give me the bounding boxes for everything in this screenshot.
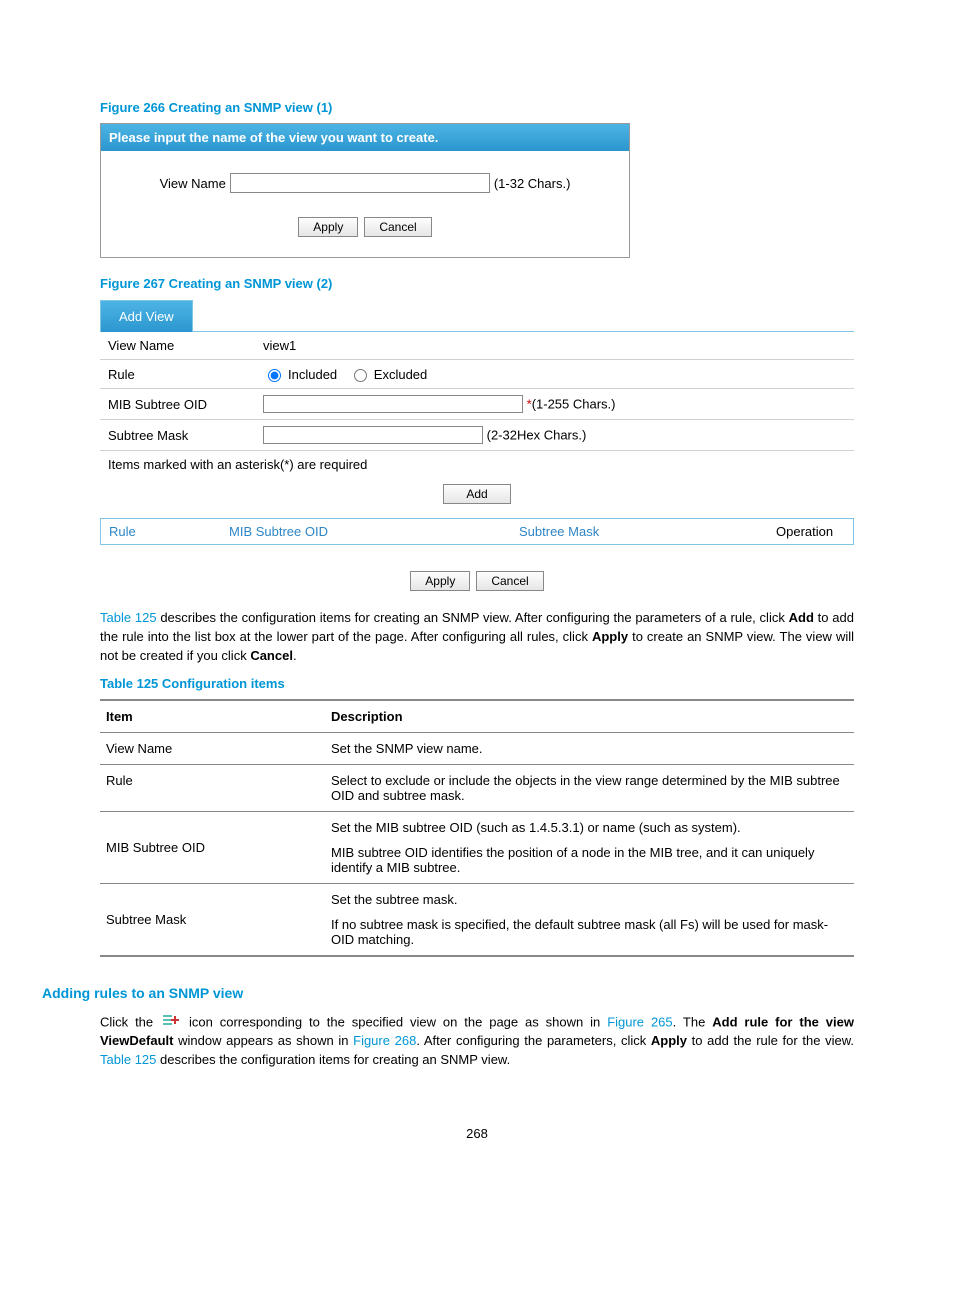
- p2-t4: window appears as shown in: [173, 1033, 353, 1048]
- apply-button[interactable]: Apply: [298, 217, 358, 237]
- cell-desc-line1: Set the MIB subtree OID (such as 1.4.5.3…: [331, 820, 848, 835]
- table-row: MIB Subtree OID Set the MIB subtree OID …: [100, 811, 854, 883]
- th-desc: Description: [325, 700, 854, 733]
- paragraph-2: Click the icon corresponding to the spec…: [100, 1013, 854, 1071]
- oid-hint: (1-255 Chars.): [532, 397, 616, 412]
- view-name-hint: (1-32 Chars.): [494, 176, 571, 191]
- p2-t1: Click the: [100, 1014, 160, 1029]
- cell-item: MIB Subtree OID: [100, 811, 325, 883]
- asterisk-note: Items marked with an asterisk(*) are req…: [100, 451, 854, 478]
- p1-apply: Apply: [592, 629, 628, 644]
- rule-label: Rule: [100, 360, 255, 389]
- table-125-caption: Table 125 Configuration items: [100, 676, 854, 691]
- oid-label: MIB Subtree OID: [100, 389, 255, 420]
- cell-desc: Set the SNMP view name.: [325, 732, 854, 764]
- cell-desc: Select to exclude or include the objects…: [325, 764, 854, 811]
- figure-266-caption: Figure 266 Creating an SNMP view (1): [100, 100, 854, 115]
- table-row: View Name Set the SNMP view name.: [100, 732, 854, 764]
- figure-266-box: Please input the name of the view you wa…: [100, 123, 630, 258]
- cell-desc: Set the subtree mask. If no subtree mask…: [325, 883, 854, 956]
- paragraph-1: Table 125 describes the configuration it…: [100, 609, 854, 666]
- p2-b2: Apply: [651, 1033, 687, 1048]
- view-name-label-2: View Name: [100, 332, 255, 360]
- oid-input[interactable]: [263, 395, 523, 413]
- view-name-label: View Name: [160, 176, 226, 191]
- grid-header-rule: Rule: [101, 519, 221, 544]
- figure-266-header: Please input the name of the view you wa…: [101, 124, 629, 151]
- figure-267-box: Add View View Name view1 Rule Included E…: [100, 299, 854, 591]
- cell-item: Subtree Mask: [100, 883, 325, 956]
- add-view-tab[interactable]: Add View: [100, 300, 193, 332]
- p2-t7: describes the configuration items for cr…: [156, 1052, 510, 1067]
- add-button[interactable]: Add: [443, 484, 510, 504]
- grid-header-mask: Subtree Mask: [511, 519, 768, 544]
- cell-desc: Set the MIB subtree OID (such as 1.4.5.3…: [325, 811, 854, 883]
- p2-t5: . After configuring the parameters, clic…: [416, 1033, 651, 1048]
- cell-desc-line2: If no subtree mask is specified, the def…: [331, 917, 848, 947]
- page-number: 268: [100, 1126, 854, 1141]
- table-row: Subtree Mask Set the subtree mask. If no…: [100, 883, 854, 956]
- cell-desc-line1: Set the subtree mask.: [331, 892, 848, 907]
- mask-label: Subtree Mask: [100, 420, 255, 451]
- section-adding-rules-heading: Adding rules to an SNMP view: [42, 985, 854, 1001]
- row-oid: MIB Subtree OID *(1-255 Chars.): [100, 389, 854, 420]
- figure-267-caption: Figure 267 Creating an SNMP view (2): [100, 276, 854, 291]
- rule-included-label: Included: [288, 367, 337, 382]
- cell-item: Rule: [100, 764, 325, 811]
- table-row: Rule Select to exclude or include the ob…: [100, 764, 854, 811]
- p1-t1: describes the configuration items for cr…: [157, 610, 789, 625]
- link-table-125-b[interactable]: Table 125: [100, 1052, 156, 1067]
- add-rule-icon: [162, 1013, 180, 1033]
- row-view-name: View Name view1: [100, 332, 854, 360]
- row-rule: Rule Included Excluded: [100, 360, 854, 389]
- cell-item: View Name: [100, 732, 325, 764]
- view-name-input[interactable]: [230, 173, 490, 193]
- rules-grid-header: Rule MIB Subtree OID Subtree Mask Operat…: [100, 518, 854, 545]
- rule-excluded-radio[interactable]: [354, 369, 367, 382]
- p2-t6: to add the rule for the view.: [687, 1033, 854, 1048]
- table-125: Item Description View Name Set the SNMP …: [100, 699, 854, 957]
- grid-header-oid: MIB Subtree OID: [221, 519, 511, 544]
- apply-button-2[interactable]: Apply: [410, 571, 470, 591]
- link-figure-265[interactable]: Figure 265: [607, 1014, 672, 1029]
- cancel-button-2[interactable]: Cancel: [476, 571, 543, 591]
- row-mask: Subtree Mask (2-32Hex Chars.): [100, 420, 854, 451]
- p1-cancel: Cancel: [250, 648, 293, 663]
- link-table-125[interactable]: Table 125: [100, 610, 157, 625]
- th-item: Item: [100, 700, 325, 733]
- cell-desc-line2: MIB subtree OID identifies the position …: [331, 845, 848, 875]
- mask-hint: (2-32Hex Chars.): [487, 428, 587, 443]
- p1-t4: .: [293, 648, 297, 663]
- p2-t2: icon corresponding to the specified view…: [189, 1014, 607, 1029]
- view-name-value: view1: [255, 332, 854, 360]
- p1-add: Add: [789, 610, 814, 625]
- link-figure-268[interactable]: Figure 268: [353, 1033, 416, 1048]
- mask-input[interactable]: [263, 426, 483, 444]
- grid-header-operation: Operation: [768, 519, 853, 544]
- rule-excluded-label: Excluded: [374, 367, 427, 382]
- cancel-button[interactable]: Cancel: [364, 217, 431, 237]
- rule-included-radio[interactable]: [268, 369, 281, 382]
- p2-t3: . The: [673, 1014, 713, 1029]
